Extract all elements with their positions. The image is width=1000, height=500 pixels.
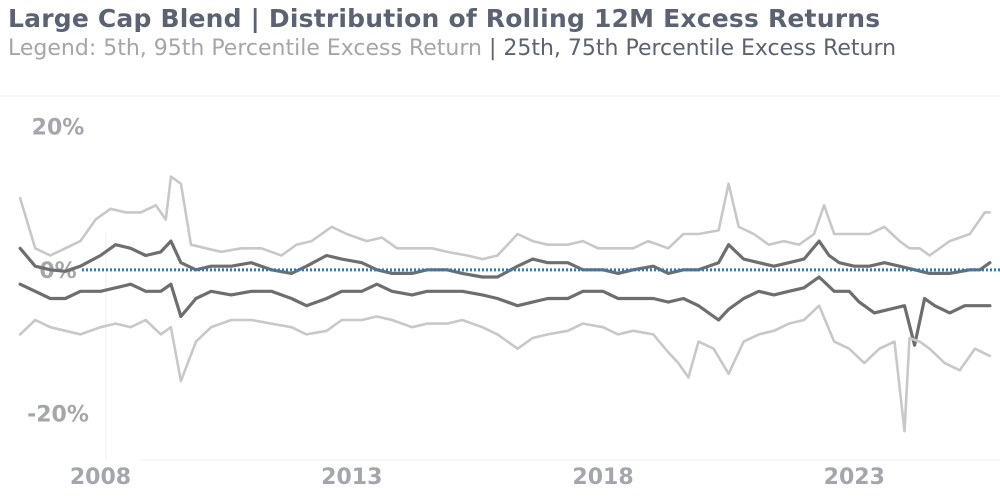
x-tick-label-2008: 2008 [70, 465, 131, 490]
y-tick-label-0: 20% [32, 115, 85, 140]
series-line-p25 [18, 275, 992, 347]
legend-inner-band-text: 25th, 75th Percentile Excess Return [503, 36, 897, 61]
chart-legend: Legend: 5th, 95th Percentile Excess Retu… [8, 36, 896, 61]
y-axis-ticks: 20%0%-20% [27, 115, 107, 460]
legend-outer-band-text: Legend: 5th, 95th Percentile Excess Retu… [8, 36, 482, 61]
series-layer [18, 175, 992, 433]
x-axis-ticks: 2008 2013 2018 2023 [70, 459, 1000, 490]
series-line-p95 [18, 175, 992, 261]
series-line-p75 [18, 239, 992, 279]
x-tick-label-2018: 2018 [572, 465, 633, 490]
chart-title: Large Cap Blend | Distribution of Rollin… [8, 4, 881, 33]
x-tick-label-2023: 2023 [824, 465, 885, 490]
legend-separator: | [481, 36, 504, 61]
y-tick-label-2: -20% [27, 402, 89, 427]
x-tick-label-2013: 2013 [321, 465, 382, 490]
series-line-p05 [18, 304, 992, 433]
